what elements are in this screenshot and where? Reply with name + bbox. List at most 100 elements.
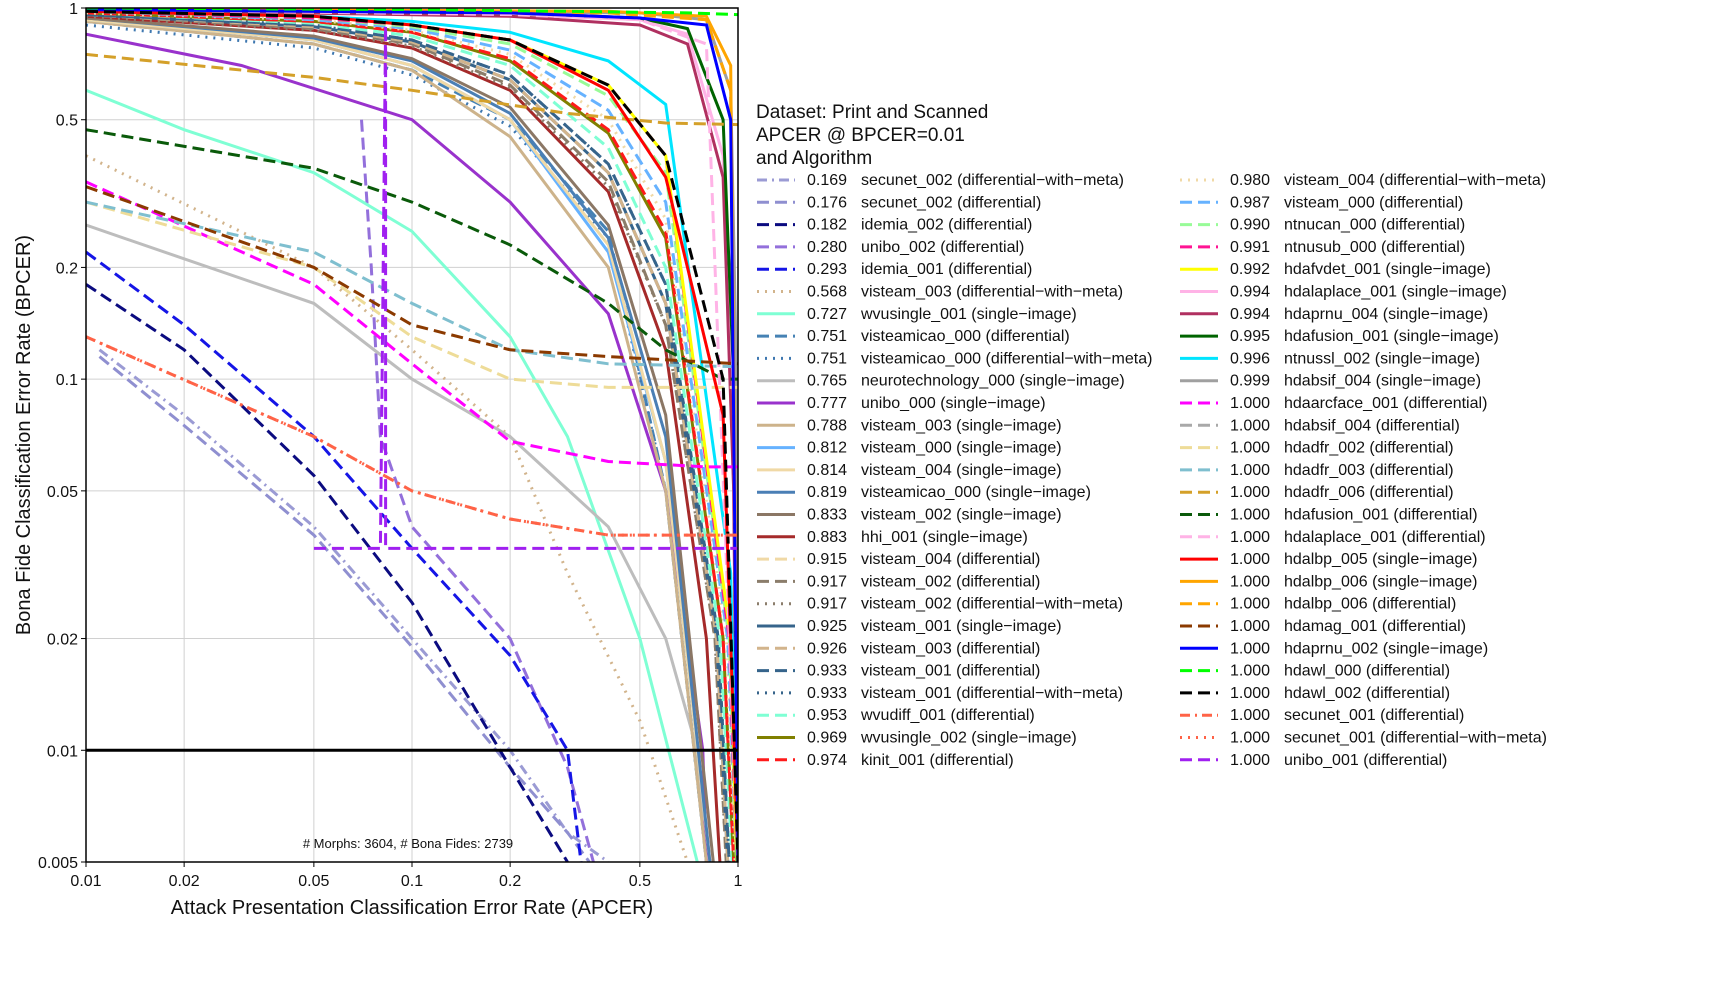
legend-label: hhi_001 (single−image)	[861, 529, 1028, 546]
legend-entry: 1.000 hdadfr_002 (differential)	[1180, 440, 1454, 457]
legend-entry: 1.000 hdawl_002 (differential)	[1180, 685, 1450, 702]
legend-entry: 0.987 visteam_000 (differential)	[1180, 194, 1463, 211]
legend-title-line: APCER @ BPCER=0.01	[756, 125, 965, 146]
legend-entry: 1.000 unibo_001 (differential)	[1180, 752, 1447, 769]
legend-entry: 0.917 visteam_002 (differential)	[757, 573, 1040, 590]
legend-entry: 0.819 visteamicao_000 (single−image)	[757, 484, 1091, 501]
legend-value: 0.969	[807, 730, 847, 747]
series-line	[86, 11, 737, 862]
legend-label: visteam_004 (single−image)	[861, 462, 1062, 479]
legend-title-line: and Algorithm	[756, 148, 872, 169]
legend-entry: 0.925 visteam_001 (single−image)	[757, 618, 1062, 635]
legend-entry: 0.953 wvudiff_001 (differential)	[757, 707, 1035, 724]
legend-value: 1.000	[1230, 663, 1270, 680]
legend-label: hdabsif_004 (single−image)	[1284, 373, 1481, 390]
legend-value: 1.000	[1230, 640, 1270, 657]
legend-entry: 0.915 visteam_004 (differential)	[757, 551, 1040, 568]
legend-label: visteam_002 (differential−with−meta)	[861, 596, 1123, 613]
legend-entry: 0.883 hhi_001 (single−image)	[757, 529, 1028, 546]
legend: Dataset: Print and Scanned APCER @ BPCER…	[756, 102, 1547, 769]
legend-entry: 0.995 hdafusion_001 (single−image)	[1180, 328, 1499, 345]
legend-entry: 1.000 hdabsif_004 (differential)	[1180, 417, 1460, 434]
legend-value: 0.974	[807, 752, 847, 769]
legend-value: 1.000	[1230, 752, 1270, 769]
series-line	[360, 119, 595, 862]
legend-label: kinit_001 (differential)	[861, 752, 1014, 769]
series-line	[86, 13, 731, 862]
y-tick-label: 0.005	[38, 855, 78, 872]
legend-value: 1.000	[1230, 440, 1270, 457]
legend-label: unibo_001 (differential)	[1284, 752, 1447, 769]
legend-value: 1.000	[1230, 529, 1270, 546]
legend-entry: 0.568 visteam_003 (differential−with−meta…	[757, 284, 1123, 301]
legend-label: visteam_002 (differential)	[861, 573, 1040, 590]
legend-value: 1.000	[1230, 596, 1270, 613]
x-tick-label: 0.1	[401, 873, 423, 890]
legend-label: visteam_001 (single−image)	[861, 618, 1062, 635]
legend-label: ntnussl_002 (single−image)	[1284, 350, 1480, 367]
legend-entry: 1.000 hdaprnu_002 (single−image)	[1180, 640, 1488, 657]
legend-entry: 1.000 hdafusion_001 (differential)	[1180, 507, 1478, 524]
legend-value: 0.994	[1230, 284, 1270, 301]
y-tick-label: 0.01	[47, 743, 78, 760]
x-tick-label: 1	[734, 873, 743, 890]
series-line	[86, 13, 731, 862]
legend-label: secunet_001 (differential−with−meta)	[1284, 730, 1547, 747]
legend-label: hdafvdet_001 (single−image)	[1284, 261, 1491, 278]
x-tick-label: 0.5	[629, 873, 651, 890]
legend-entry: 0.176 secunet_002 (differential)	[757, 194, 1041, 211]
legend-value: 0.765	[807, 373, 847, 390]
legend-label: hdabsif_004 (differential)	[1284, 417, 1460, 434]
x-tick-label: 0.02	[169, 873, 200, 890]
legend-label: visteam_003 (differential−with−meta)	[861, 284, 1123, 301]
legend-value: 0.953	[807, 707, 847, 724]
legend-value: 0.990	[1230, 217, 1270, 234]
series-line	[86, 200, 738, 389]
legend-entry: 0.980 visteam_004 (differential−with−meta…	[1180, 172, 1546, 189]
legend-label: hdalbp_006 (differential)	[1284, 596, 1456, 613]
legend-entry: 0.933 visteam_001 (differential−with−meta…	[757, 685, 1123, 702]
legend-entry: 0.777 unibo_000 (single−image)	[757, 395, 1046, 412]
legend-label: hdalbp_006 (single−image)	[1284, 573, 1477, 590]
legend-value: 0.991	[1230, 239, 1270, 256]
legend-entry: 0.727 wvusingle_001 (single−image)	[757, 306, 1077, 323]
legend-label: visteam_003 (single−image)	[861, 417, 1062, 434]
legend-value: 0.883	[807, 529, 847, 546]
y-tick-label: 0.1	[56, 372, 78, 389]
legend-value: 0.995	[1230, 328, 1270, 345]
legend-value: 1.000	[1230, 395, 1270, 412]
legend-value: 0.933	[807, 685, 847, 702]
legend-entry: 0.169 secunet_002 (differential−with−meta…	[757, 172, 1124, 189]
y-tick-label: 0.2	[56, 260, 78, 277]
legend-entry: 1.000 hdadfr_006 (differential)	[1180, 484, 1454, 501]
legend-label: visteam_002 (single−image)	[861, 507, 1062, 524]
legend-entry: 1.000 secunet_001 (differential)	[1180, 707, 1464, 724]
legend-value: 1.000	[1230, 507, 1270, 524]
legend-entry: 0.182 idemia_002 (differential)	[757, 217, 1032, 234]
legend-label: hdawl_002 (differential)	[1284, 685, 1450, 702]
y-tick-label: 0.02	[47, 632, 78, 649]
legend-entry: 0.917 visteam_002 (differential−with−meta…	[757, 596, 1123, 613]
series-line	[86, 200, 738, 369]
series-line	[86, 8, 738, 17]
legend-entry: 0.994 hdaprnu_004 (single−image)	[1180, 306, 1488, 323]
legend-entry: 0.751 visteamicao_000 (differential)	[757, 328, 1070, 345]
legend-entry: 1.000 hdalbp_006 (differential)	[1180, 596, 1456, 613]
series-line	[86, 19, 708, 862]
series-lines	[86, 8, 738, 862]
legend-entry: 0.992 hdafvdet_001 (single−image)	[1180, 261, 1491, 278]
legend-entry: 0.974 kinit_001 (differential)	[757, 752, 1014, 769]
legend-label: hdafusion_001 (differential)	[1284, 507, 1478, 524]
legend-label: secunet_002 (differential)	[861, 194, 1041, 211]
legend-entry: 0.833 visteam_002 (single−image)	[757, 507, 1062, 524]
legend-value: 0.925	[807, 618, 847, 635]
legend-value: 0.176	[807, 194, 847, 211]
series-line	[86, 14, 722, 862]
legend-value: 0.833	[807, 507, 847, 524]
series-line	[86, 8, 738, 862]
legend-value: 0.788	[807, 417, 847, 434]
legend-label: wvudiff_001 (differential)	[860, 707, 1035, 724]
legend-entry: 1.000 hdaarcface_001 (differential)	[1180, 395, 1487, 412]
legend-label: hdaprnu_002 (single−image)	[1284, 640, 1488, 657]
